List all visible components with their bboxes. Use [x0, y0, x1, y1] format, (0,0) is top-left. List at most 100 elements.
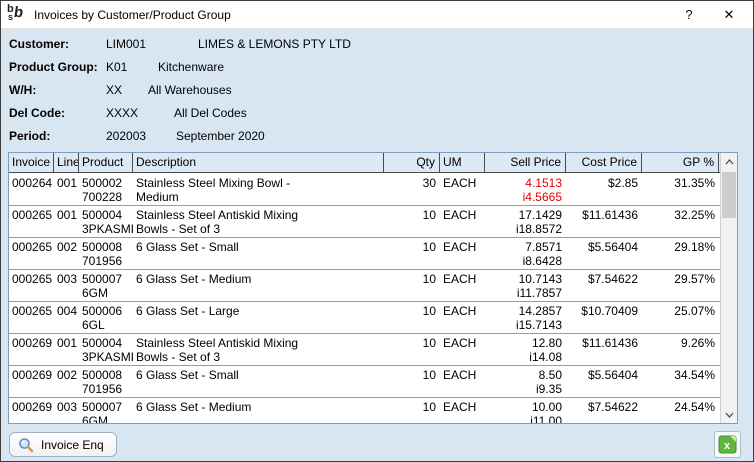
- cell-sell-price-line: i9.35: [535, 382, 562, 396]
- cell-line: 002: [57, 240, 78, 254]
- cell-gp-percent: 9.26%: [680, 336, 715, 350]
- cell-invoice: 000265: [12, 240, 53, 254]
- cell-qty: 10: [422, 208, 436, 222]
- cell-description-line: Bowls - Set of 3: [136, 222, 221, 236]
- cell-cost-price: $11.61436: [582, 336, 638, 350]
- cell-description-line: 6 Glass Set - Large: [136, 304, 240, 318]
- cell-line: 001: [57, 336, 78, 350]
- cell-sell-price-line: i4.5665: [522, 190, 562, 204]
- cell-line: 003: [57, 272, 78, 286]
- column-header-desc[interactable]: Description: [133, 153, 384, 172]
- table-row[interactable]: 0002690015000043PKASMIXStainless Steel A…: [9, 334, 720, 366]
- cell-product-line: 6GM: [82, 286, 109, 300]
- cell-product-line: 500008: [82, 240, 123, 254]
- cell-sell-price: 14.2857 i15.7143: [485, 302, 566, 333]
- info-row: Del Code: XXXX All Del Codes: [9, 106, 745, 129]
- cell-sell-price-line: i11.7857: [516, 286, 562, 300]
- cell-sell-price: 10.00 i11.00: [485, 398, 566, 423]
- cell-sell-price: 10.7143 i11.7857: [485, 270, 566, 301]
- cell-sell-price-line: 10.00: [531, 400, 562, 414]
- cell-sell-price: 8.50 i9.35: [485, 366, 566, 397]
- column-header-invoice[interactable]: Invoice: [9, 153, 54, 172]
- cell-qty: 10: [422, 240, 436, 254]
- info-code: K01: [106, 60, 128, 74]
- cell-sell-price-line: i11.00: [530, 414, 562, 423]
- cell-description: 6 Glass Set - Medium: [133, 398, 384, 423]
- cell-sell-price-line: 14.2857: [518, 304, 562, 318]
- scroll-down-button[interactable]: [721, 406, 737, 423]
- cell-gp-percent: 34.54%: [674, 368, 715, 382]
- invoice-enq-label: Invoice Enq: [41, 437, 104, 452]
- info-label: Product Group:: [9, 60, 98, 74]
- table-row[interactable]: 000265 003 500007 6GM 6 Glass Set - Medium 10…: [9, 270, 720, 302]
- cell-cost-price: $5.56404: [587, 240, 638, 254]
- cell-description-line: 6 Glass Set - Small: [136, 240, 239, 254]
- cell-invoice: 000269: [12, 368, 53, 382]
- excel-export-icon: x: [718, 435, 737, 454]
- vertical-scrollbar[interactable]: [720, 153, 737, 423]
- cell-invoice: 000264: [12, 176, 53, 190]
- cell-product: 5000043PKASMIX: [79, 334, 133, 365]
- info-desc: September 2020: [176, 129, 265, 143]
- cell-product-line: 3PKASMIX: [82, 350, 133, 364]
- column-header-product[interactable]: Product: [79, 153, 133, 172]
- cell-description-line: Stainless Steel Mixing Bowl -: [136, 176, 291, 190]
- scroll-up-button[interactable]: [721, 153, 737, 170]
- cell-sell-price-line: 17.1429: [518, 208, 562, 222]
- column-header-qty[interactable]: Qty: [384, 153, 440, 172]
- column-header-um[interactable]: UM: [440, 153, 485, 172]
- cell-um: EACH: [443, 272, 477, 286]
- grid-header-row: Invoice Line Product Description Qty UM Sell P…: [9, 153, 737, 173]
- table-row[interactable]: 000269 003 500007 6GM 6 Glass Set - Medium 10…: [9, 398, 720, 423]
- table-row[interactable]: 0002650015000043PKASMIXStainless Steel A…: [9, 206, 720, 238]
- cell-product-line: 500004: [82, 208, 123, 222]
- scrollbar-thumb[interactable]: [722, 172, 736, 218]
- info-code: 202003: [106, 129, 147, 143]
- cell-product-line: 3PKASMIX: [82, 222, 133, 236]
- cell-cost-price: $5.56404: [587, 368, 638, 382]
- cell-invoice: 000265: [12, 208, 53, 222]
- info-desc: Kitchenware: [158, 60, 225, 74]
- cell-product-line: 500004: [82, 336, 123, 350]
- column-header-cost[interactable]: Cost Price: [566, 153, 642, 172]
- cell-um: EACH: [443, 240, 477, 254]
- cell-sell-price: 7.8571 i8.6428: [485, 238, 566, 269]
- cell-description: Stainless Steel Mixing Bowl - Medium: [133, 174, 384, 205]
- column-header-sell[interactable]: Sell Price: [485, 153, 566, 172]
- help-button[interactable]: ?: [669, 2, 709, 28]
- column-header-line[interactable]: Line: [54, 153, 79, 172]
- cell-product: 500008 701956: [79, 238, 133, 269]
- cell-description: 6 Glass Set - Medium: [133, 270, 384, 301]
- info-row: W/H: XX All Warehouses: [9, 83, 745, 106]
- svg-text:x: x: [724, 440, 731, 452]
- table-row[interactable]: 000264 001 500002 700228 Stainless Steel Mix…: [9, 174, 720, 206]
- table-row[interactable]: 000265 002 500008 701956 6 Glass Set - Small…: [9, 238, 720, 270]
- cell-product-line: 500002: [82, 176, 123, 190]
- cell-invoice: 000269: [12, 336, 53, 350]
- close-button[interactable]: ✕: [709, 2, 749, 28]
- cell-description: 6 Glass Set - Small: [133, 238, 384, 269]
- cell-sell-price-line: i18.8572: [515, 222, 562, 236]
- cell-gp-percent: 24.54%: [674, 400, 715, 414]
- info-code: XX: [106, 83, 123, 97]
- cell-product-line: 500007: [82, 272, 123, 286]
- table-row[interactable]: 000265 004 500006 6GL 6 Glass Set - Large 10 E…: [9, 302, 720, 334]
- table-row[interactable]: 000269 002 500008 701956 6 Glass Set - Small…: [9, 366, 720, 398]
- chevron-up-icon: [725, 158, 733, 164]
- cell-sell-price: 17.1429 i18.8572: [485, 206, 566, 237]
- info-code: LIM001: [106, 37, 147, 51]
- cell-line: 001: [57, 176, 78, 190]
- info-label: Period:: [9, 129, 51, 143]
- cell-gp-percent: 31.35%: [674, 176, 715, 190]
- invoice-enq-button[interactable]: Invoice Enq: [9, 432, 117, 457]
- cell-sell-price-line: 8.50: [538, 368, 562, 382]
- cell-description-line: Bowls - Set of 3: [136, 350, 221, 364]
- cell-description: 6 Glass Set - Large: [133, 302, 384, 333]
- cell-um: EACH: [443, 368, 477, 382]
- app-icon-letter: b: [12, 3, 25, 21]
- titlebar: b s b Invoices by Customer/Product Group…: [1, 1, 753, 29]
- export-to-excel-button[interactable]: x: [714, 431, 741, 458]
- cell-sell-price-line: i8.6428: [522, 254, 562, 268]
- cell-sell-price-line: i14.08: [529, 350, 562, 364]
- column-header-gp[interactable]: GP %: [642, 153, 719, 172]
